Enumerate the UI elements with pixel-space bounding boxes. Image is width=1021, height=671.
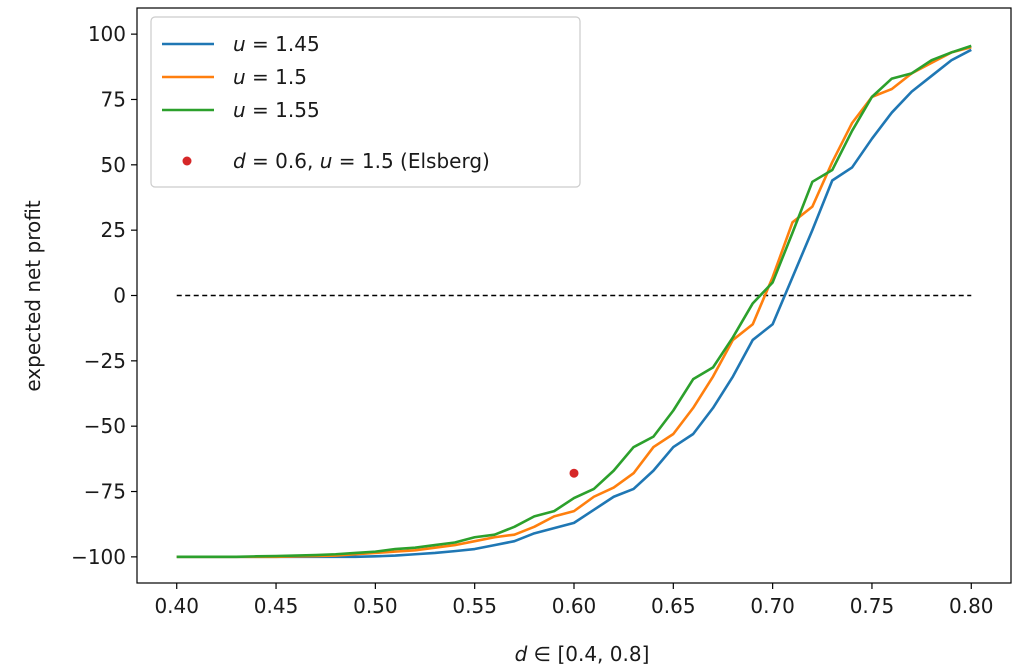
legend-marker-3: [182, 156, 192, 166]
x-tick-label: 0.45: [254, 594, 299, 618]
y-tick-label: −25: [84, 349, 126, 373]
x-axis-label: d ∈ [0.4, 0.8]: [515, 642, 650, 666]
x-axis-label-var: d: [515, 642, 528, 666]
legend: u = 1.45 u = 1.5 u = 1.55 d = 0.6, u = 1.5 …: [150, 16, 581, 188]
axes-layer: 0.40 0.45 0.50 0.55 0.60 0.65 0.70 0.75 0.80 100 7…: [71, 7, 1012, 618]
x-tick-label: 0.55: [452, 594, 497, 618]
x-tick-label: 0.50: [353, 594, 398, 618]
y-tick-label: 75: [101, 87, 126, 111]
x-tick-label: 0.40: [154, 594, 199, 618]
legend-box: [150, 16, 581, 188]
x-axis-label-rest: ∈ [0.4, 0.8]: [527, 642, 649, 666]
y-tick-label: 100: [88, 22, 126, 46]
x-tick-label: 0.65: [651, 594, 696, 618]
y-tick-label: −50: [84, 414, 126, 438]
legend-label-2: u = 1.55: [233, 98, 320, 122]
y-tick-label: −100: [71, 545, 126, 569]
x-tick-label: 0.60: [552, 594, 597, 618]
y-axis-label: expected net profit: [21, 200, 45, 391]
y-tick-label: −75: [84, 480, 126, 504]
series-layer: [176, 44, 972, 559]
legend-label-3: d = 0.6, u = 1.5 (Elsberg): [233, 149, 490, 173]
series-line-2: [176, 44, 972, 559]
data-point-3-0: [569, 468, 579, 478]
legend-label-0: u = 1.45: [233, 32, 320, 56]
x-tick-label: 0.75: [850, 594, 895, 618]
legend-label-1: u = 1.5: [233, 65, 307, 89]
y-tick-label: 0: [113, 284, 126, 308]
y-tick-label: 25: [101, 218, 126, 242]
x-tick-label: 0.80: [949, 594, 994, 618]
y-tick-label: 50: [101, 153, 126, 177]
x-tick-label: 0.70: [750, 594, 795, 618]
